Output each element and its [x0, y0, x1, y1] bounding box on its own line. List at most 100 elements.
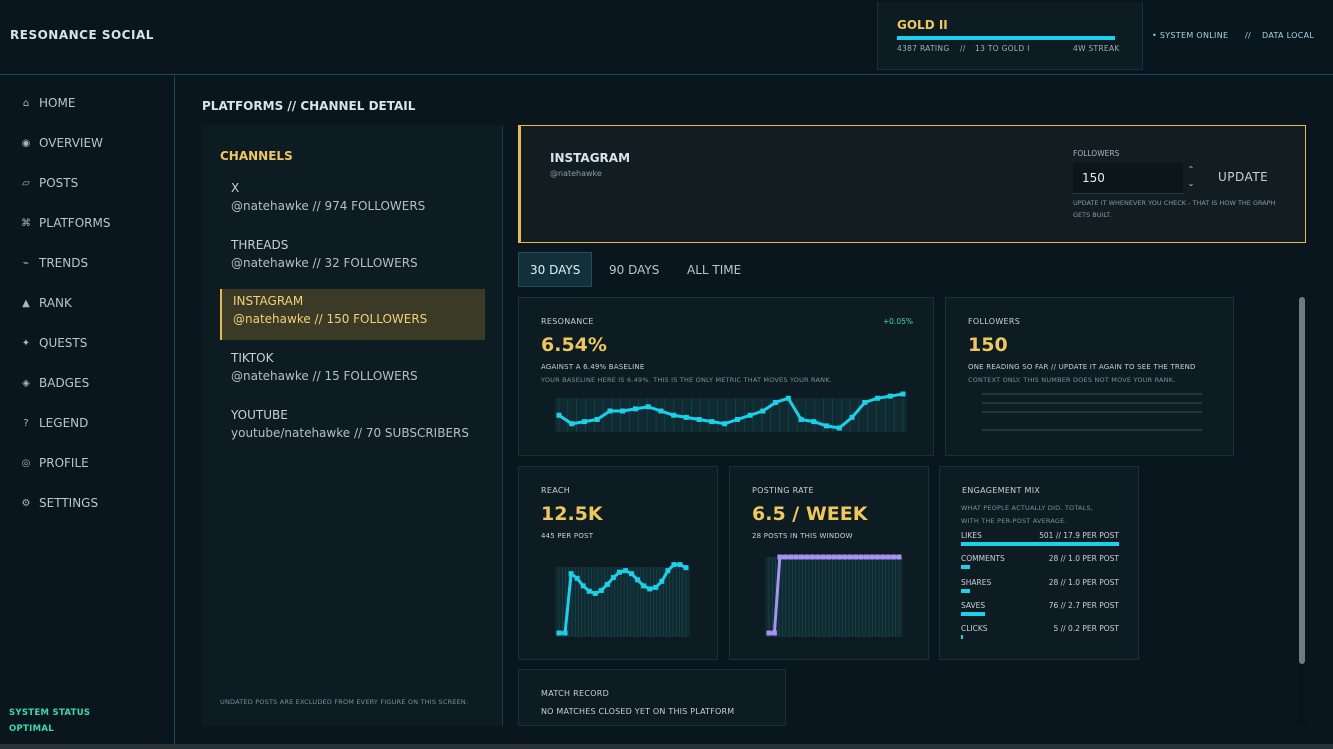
reach-value: 12.5K: [541, 503, 603, 525]
posting-point: [777, 554, 783, 560]
profile-icon: ◎: [21, 457, 31, 469]
reach-point: [574, 575, 580, 581]
platform-handle: @natehawke: [550, 169, 602, 178]
system-status-value: OPTIMAL: [9, 724, 54, 734]
engagement-row-bar: [961, 588, 971, 593]
sidebar-item-platforms[interactable]: ⌘ PLATFORMS: [20, 216, 110, 230]
resonance-point: [785, 395, 791, 401]
posting-point: [788, 554, 794, 560]
resonance-point: [849, 414, 855, 420]
stepper-down-icon[interactable]: ⌄: [1187, 179, 1195, 188]
top-bar: RESONANCE SOCIAL GOLD II 4387 RATING // …: [0, 0, 1333, 75]
engagement-row-value: 76 // 2.7 PER POST: [1048, 600, 1119, 610]
chart-background: [555, 398, 907, 432]
settings-icon: ⚙: [21, 497, 31, 509]
channel-item-instagram[interactable]: INSTAGRAM @natehawke // 150 FOLLOWERS: [220, 289, 485, 341]
posting-point: [820, 554, 826, 560]
sidebar-item-home[interactable]: ⌂ HOME: [20, 96, 76, 110]
tab-all-time[interactable]: ALL TIME: [687, 262, 742, 277]
followers-card: FOLLOWERS 150 ONE READING SO FAR // UPDA…: [945, 297, 1234, 456]
sidebar-item-posts[interactable]: ▱ POSTS: [20, 176, 78, 190]
resonance-point: [836, 425, 842, 431]
engagement-row-bar: [961, 635, 963, 640]
resonance-point: [658, 408, 664, 414]
channel-meta: @natehawke // 150 FOLLOWERS: [233, 312, 428, 327]
posting-point: [896, 554, 902, 560]
followers-field-label: FOLLOWERS: [1073, 149, 1120, 158]
engagement-note-1: WHAT PEOPLE ACTUALLY DID. TOTALS,: [961, 504, 1094, 512]
match-record-label: MATCH RECORD: [541, 689, 610, 698]
rank-icon: ▲: [22, 297, 30, 309]
quests-icon: ✦: [21, 337, 31, 349]
reach-point: [629, 571, 635, 577]
resonance-point: [645, 404, 651, 410]
posting-point: [869, 554, 875, 560]
posts-icon: ▱: [22, 177, 30, 189]
reach-point: [562, 630, 568, 636]
app-brand: RESONANCE SOCIAL: [10, 28, 154, 42]
reach-line: [559, 563, 687, 635]
channel-item-x[interactable]: X @natehawke // 974 FOLLOWERS: [220, 176, 485, 227]
reach-point: [616, 569, 622, 575]
posting-point: [804, 554, 810, 560]
reach-point: [556, 630, 562, 636]
reach-point: [580, 583, 586, 589]
resonance-line: [558, 392, 904, 430]
reach-point: [671, 562, 677, 568]
content-scrollbar[interactable]: [1299, 297, 1305, 724]
resonance-point: [607, 408, 613, 414]
resonance-delta: +0.05%: [882, 317, 913, 326]
resonance-point: [875, 395, 881, 401]
sidebar-item-rank[interactable]: ▲ RANK: [20, 296, 72, 310]
resonance-label: RESONANCE: [541, 317, 594, 326]
rank-panel[interactable]: GOLD II 4387 RATING // 13 TO GOLD I 4W S…: [877, 2, 1143, 70]
posting-point: [880, 554, 886, 560]
system-online-status: • SYSTEM ONLINE: [1152, 31, 1229, 40]
reach-sparkline: [555, 562, 690, 637]
posting-point: [885, 554, 891, 560]
channel-item-threads[interactable]: THREADS @natehawke // 32 FOLLOWERS: [220, 233, 485, 284]
sidebar-item-label: HOME: [39, 96, 76, 110]
resonance-point: [887, 393, 893, 399]
sidebar-item-legend[interactable]: ? LEGEND: [20, 416, 88, 430]
resonance-point: [620, 408, 626, 414]
resonance-sparkline: [555, 391, 907, 432]
sidebar-item-quests[interactable]: ✦ QUESTS: [20, 336, 88, 350]
sidebar-item-badges[interactable]: ◈ BADGES: [20, 376, 89, 390]
rank-title: GOLD II: [897, 18, 948, 32]
posting-rate-sparkline: [765, 554, 903, 637]
posting-point: [831, 554, 837, 560]
posting-point: [766, 630, 772, 636]
platforms-icon: ⌘: [21, 217, 31, 229]
stepper-up-icon[interactable]: ⌃: [1187, 165, 1195, 174]
sidebar-item-overview[interactable]: ◉ OVERVIEW: [20, 136, 103, 150]
reach-point: [635, 577, 641, 583]
sidebar-item-settings[interactable]: ⚙ SETTINGS: [20, 496, 99, 510]
rank-rating: 4387 RATING: [897, 44, 950, 53]
channels-heading: CHANNELS: [220, 149, 293, 163]
followers-input[interactable]: [1073, 163, 1183, 194]
reach-point: [647, 586, 653, 592]
engagement-row-name: CLICKS: [961, 624, 988, 634]
posting-rate-value: 6.5 / WEEK: [752, 503, 868, 525]
scrollbar-thumb[interactable]: [1299, 297, 1305, 664]
engagement-row-name: LIKES: [961, 531, 982, 540]
engagement-row-name: SHARES: [961, 577, 992, 587]
tab-90-days[interactable]: 90 DAYS: [609, 262, 660, 277]
sidebar-item-trends[interactable]: ⌁ TRENDS: [20, 256, 88, 270]
resonance-point: [671, 412, 677, 418]
channel-item-tiktok[interactable]: TIKTOK @natehawke // 15 FOLLOWERS: [220, 346, 485, 397]
followers-empty-chart: [982, 393, 1202, 431]
resonance-point: [594, 417, 600, 422]
match-record-card: MATCH RECORD NO MATCHES CLOSED YET ON TH…: [518, 669, 786, 726]
bottom-edge: [0, 744, 1333, 749]
followers-stepper[interactable]: ⌃ ⌄: [1185, 163, 1197, 194]
tab-30-days[interactable]: 30 DAYS: [518, 252, 593, 287]
page-title: PLATFORMS // CHANNEL DETAIL: [202, 99, 416, 113]
sidebar-item-profile[interactable]: ◎ PROFILE: [20, 456, 89, 470]
sidebar-item-label: LEGEND: [39, 416, 89, 430]
channel-item-youtube[interactable]: YOUTUBE youtube/natehawke // 70 SUBSCRIBE…: [220, 403, 485, 454]
update-button[interactable]: UPDATE: [1218, 170, 1269, 184]
reach-point: [683, 565, 689, 571]
followers-card-value: 150: [968, 334, 1008, 356]
